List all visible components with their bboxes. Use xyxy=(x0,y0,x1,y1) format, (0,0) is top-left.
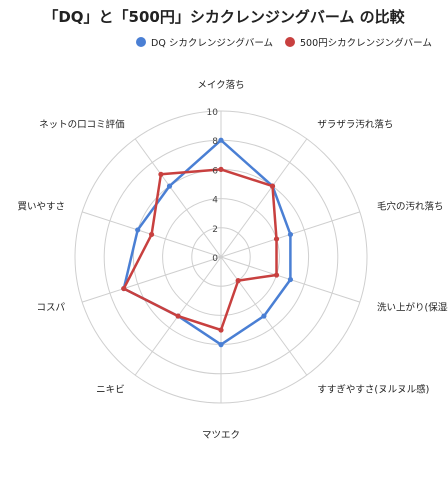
data-point xyxy=(287,276,294,283)
radial-ticks: 0 2 4 6 8 10 xyxy=(207,108,219,264)
data-point xyxy=(218,137,224,143)
data-point xyxy=(148,231,155,238)
legend-label-500yen: 500円シカクレンジングバーム xyxy=(300,38,432,49)
tick-label: 8 xyxy=(212,137,218,147)
data-point xyxy=(261,313,267,319)
tick-label: 0 xyxy=(212,254,218,264)
legend-item-dq[interactable]: DQ シカクレンジングバーム xyxy=(136,34,273,50)
axis-label: 買いやすさ xyxy=(17,201,65,212)
axis-label: メイク落ち xyxy=(197,79,244,91)
radar-series xyxy=(121,137,294,348)
data-point xyxy=(287,231,294,238)
axis-label: ニキビ xyxy=(96,385,125,396)
grid-spoke xyxy=(220,138,308,258)
grid-spoke xyxy=(81,256,222,303)
data-point xyxy=(269,183,276,189)
tick-label: 6 xyxy=(212,166,218,176)
data-point xyxy=(121,285,127,292)
data-point xyxy=(235,278,241,284)
data-point xyxy=(273,272,280,278)
tick-label: 10 xyxy=(207,108,219,118)
legend-item-500yen[interactable]: 500円シカクレンジングバーム xyxy=(285,34,432,50)
axis-label: コスパ xyxy=(36,303,65,314)
axis-label: 洗い上がり(保湿感) xyxy=(377,302,448,314)
data-point xyxy=(175,313,181,319)
radar-grid xyxy=(74,110,368,404)
legend: DQ シカクレンジングバーム 500円シカクレンジングバーム xyxy=(0,34,448,50)
data-point xyxy=(135,227,141,233)
tick-label: 4 xyxy=(212,196,218,206)
legend-marker-500yen xyxy=(285,37,295,47)
axis-label: マツエク xyxy=(202,430,240,441)
data-point xyxy=(218,327,224,333)
axis-label: 毛穴の汚れ落ち xyxy=(377,200,444,212)
chart-title: 「DQ」と「500円」シカクレンジングバーム の比較 xyxy=(43,8,405,26)
data-point xyxy=(218,342,224,348)
data-point xyxy=(158,171,164,177)
data-point xyxy=(273,236,280,242)
axis-label: ネットの口コミ評価 xyxy=(39,118,125,130)
grid-spoke xyxy=(134,138,222,258)
tick-label: 2 xyxy=(212,225,218,235)
axis-label: ザラザラ汚れ落ち xyxy=(317,118,393,130)
legend-marker-dq xyxy=(136,37,146,47)
axis-label: すすぎやすさ(ヌルヌル感) xyxy=(317,384,429,396)
data-point xyxy=(218,166,224,172)
legend-label-dq: DQ シカクレンジングバーム xyxy=(151,38,274,49)
data-point xyxy=(166,183,173,189)
